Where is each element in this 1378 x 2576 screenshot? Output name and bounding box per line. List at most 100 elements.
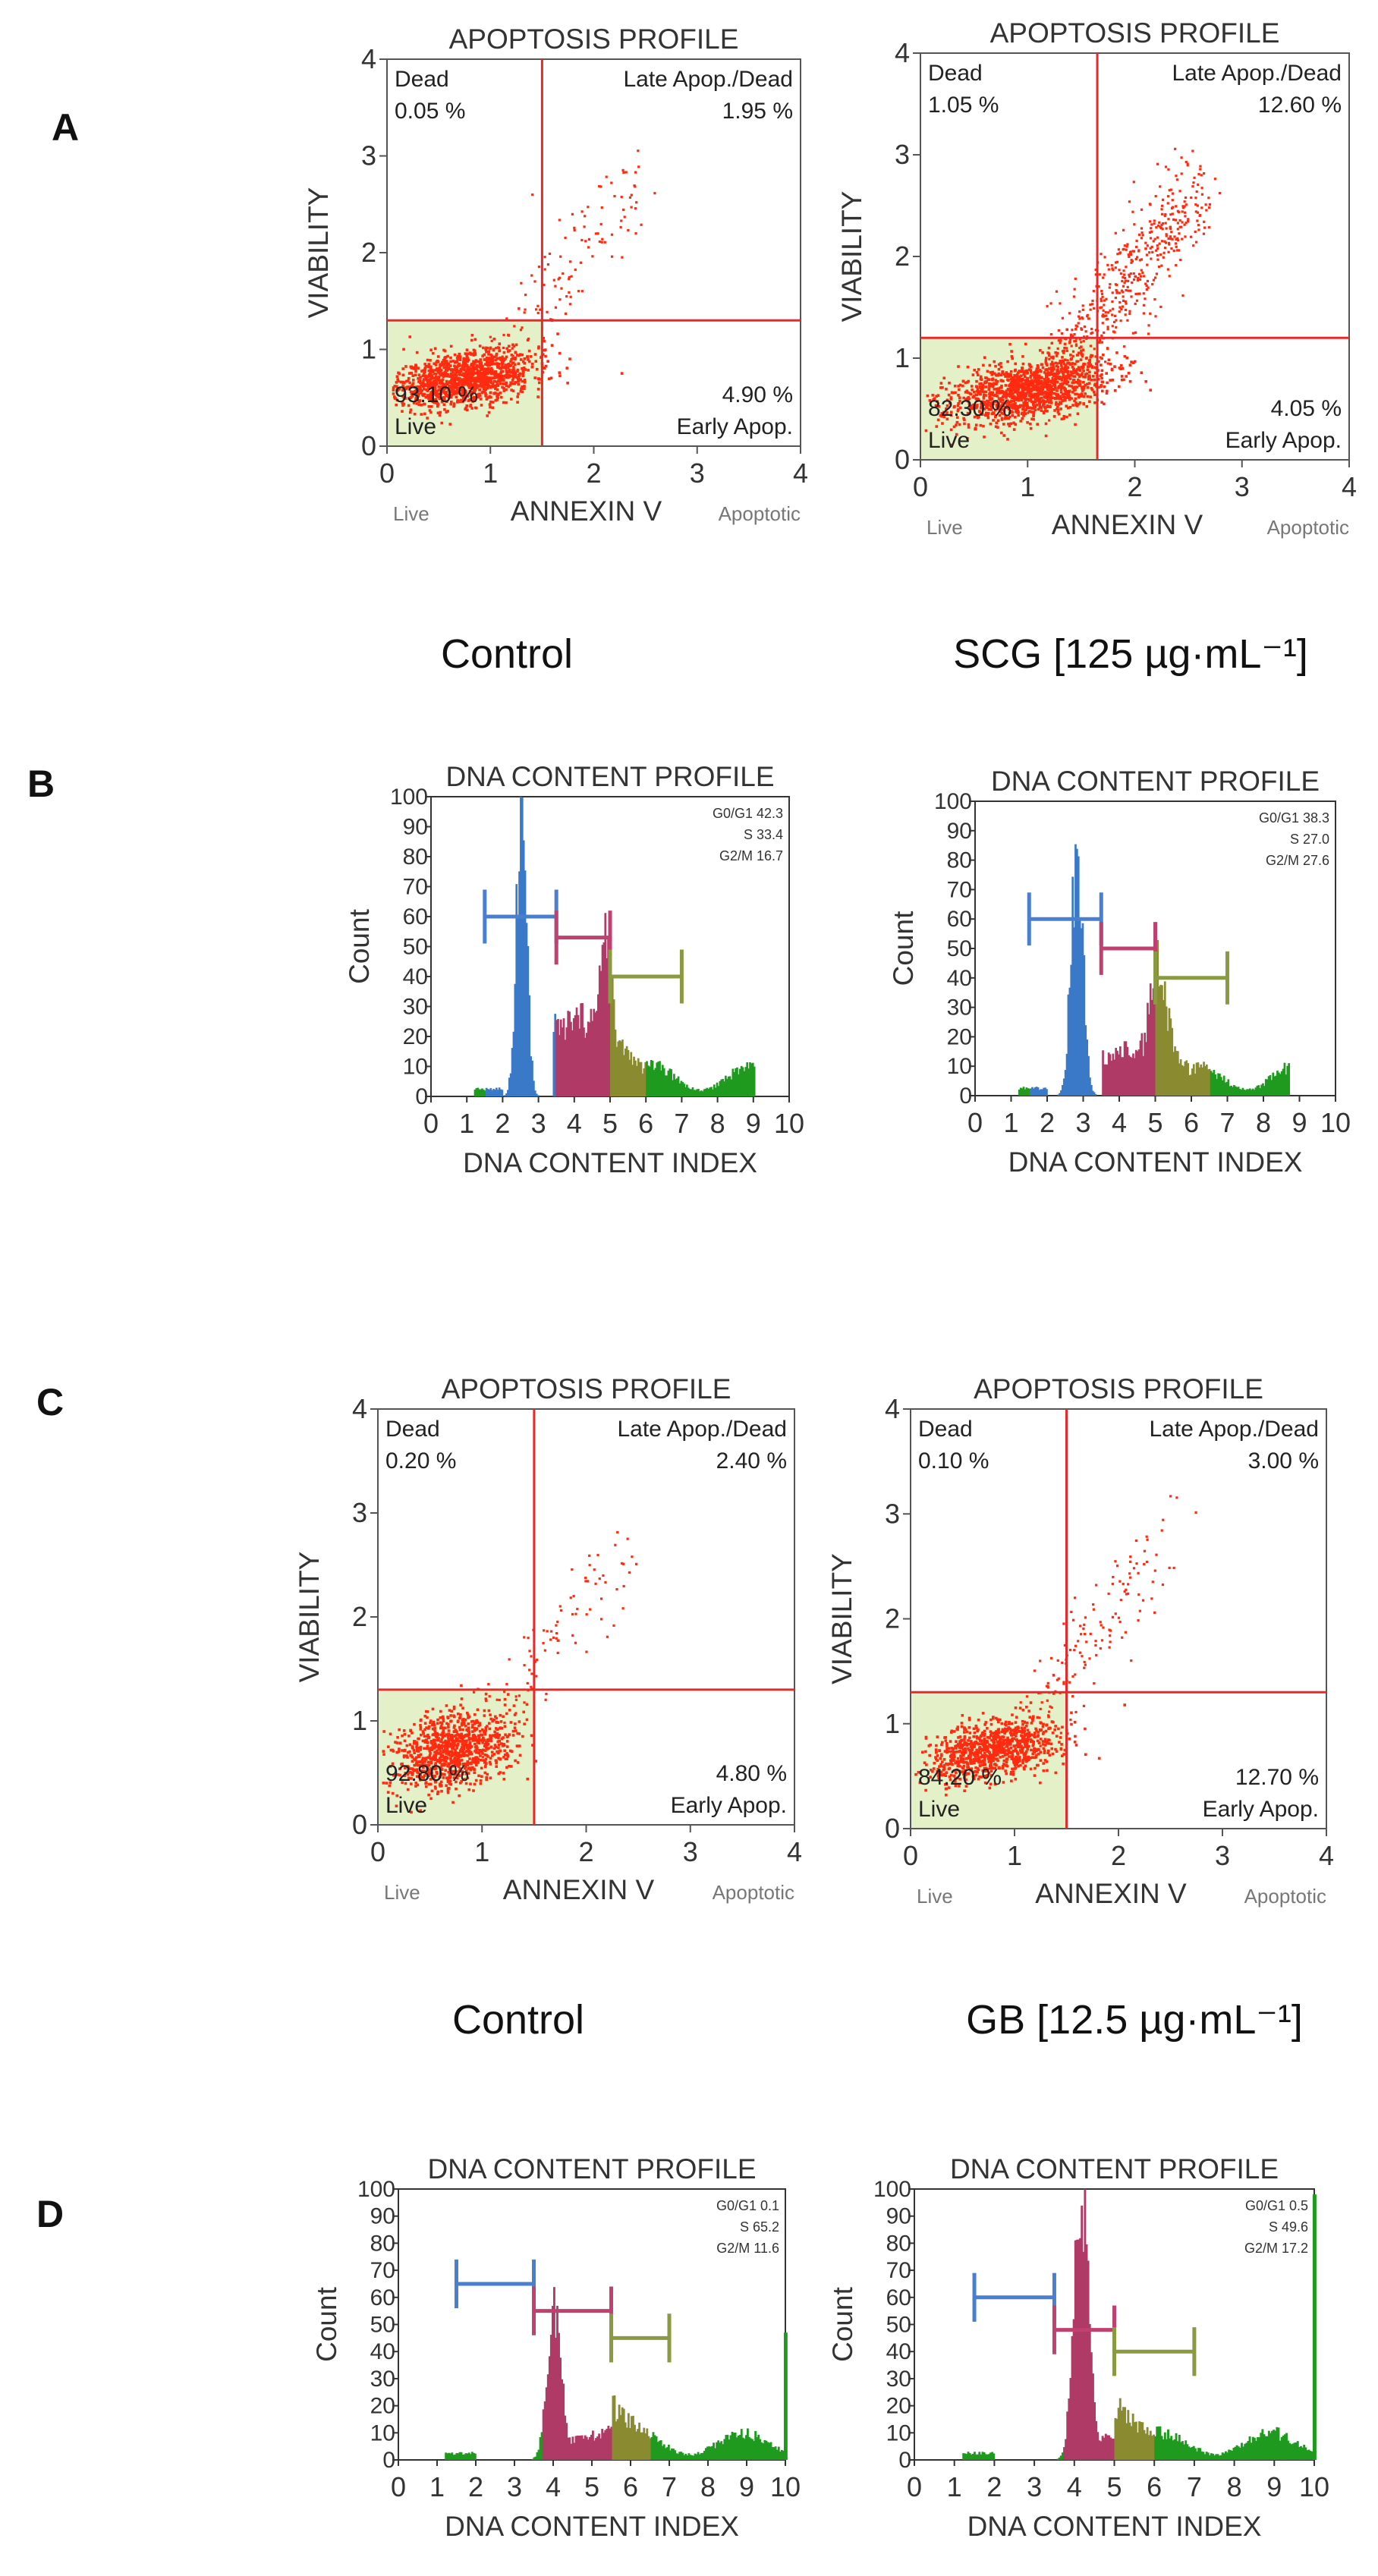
event-dot: [1061, 1725, 1064, 1729]
histogram-bar-s: [577, 1014, 580, 1096]
event-dot: [444, 366, 448, 370]
event-dot: [982, 363, 985, 367]
event-dot: [933, 397, 936, 401]
event-dot: [1114, 296, 1117, 300]
event-dot: [458, 1763, 462, 1766]
event-dot: [1172, 249, 1175, 253]
event-dot: [1059, 376, 1062, 379]
event-dot: [451, 360, 455, 363]
event-dot: [1168, 189, 1171, 192]
event-dot: [482, 346, 485, 350]
event-dot: [411, 374, 415, 377]
event-dot: [1103, 402, 1106, 406]
event-dot: [1055, 354, 1059, 357]
x-tick-label: 5: [602, 1108, 618, 1139]
event-dot: [461, 1738, 464, 1741]
histogram-bar-s: [575, 1007, 578, 1096]
event-dot: [442, 1772, 445, 1776]
event-dot: [1111, 267, 1114, 270]
event-dot: [492, 1747, 496, 1750]
event-dot: [985, 405, 988, 408]
event-dot: [997, 1728, 1000, 1731]
event-dot: [392, 1774, 395, 1777]
event-dot: [974, 423, 978, 426]
histogram-bar-g0g1: [1089, 1077, 1091, 1096]
y-tick-label: 2: [352, 1601, 367, 1632]
event-dot: [505, 374, 508, 378]
event-dot: [1044, 395, 1048, 398]
event-dot: [983, 1739, 986, 1743]
event-dot: [1029, 376, 1032, 379]
event-dot: [574, 1641, 577, 1644]
event-dot: [542, 1642, 545, 1645]
event-dot: [1067, 406, 1070, 410]
histogram-bar-g0g1: [1094, 1094, 1097, 1096]
event-dot: [984, 385, 988, 388]
event-dot: [1149, 247, 1152, 250]
histogram-bar-g2m: [1185, 1060, 1188, 1096]
event-dot: [979, 377, 983, 381]
event-dot: [958, 406, 962, 410]
event-dot: [472, 362, 476, 366]
event-dot: [423, 384, 427, 388]
event-dot: [1026, 386, 1030, 390]
event-dot: [556, 332, 559, 335]
event-dot: [1068, 338, 1072, 341]
event-dot: [621, 1562, 624, 1565]
event-dot: [458, 1774, 461, 1777]
event-dot: [1021, 370, 1024, 373]
histogram-bar-g0g1: [496, 1090, 499, 1096]
histogram-bar-g0g1: [1034, 1087, 1037, 1096]
event-dot: [1056, 394, 1059, 398]
histogram-bar-g2m: [1201, 1067, 1203, 1096]
event-dot: [1109, 363, 1112, 366]
event-dot: [455, 1730, 458, 1734]
histogram-bar-other: [478, 1089, 480, 1096]
histogram-bar-other: [1275, 1075, 1277, 1096]
event-dot: [502, 401, 505, 404]
event-dot: [442, 1762, 445, 1766]
event-dot: [419, 376, 422, 379]
event-dot: [461, 1743, 465, 1747]
event-dot: [416, 1770, 419, 1774]
y-tick-label: 1: [895, 342, 910, 373]
event-dot: [1044, 406, 1047, 410]
event-dot: [1020, 378, 1023, 381]
event-dot: [1156, 247, 1159, 250]
event-dot: [973, 368, 977, 372]
event-dot: [436, 1718, 439, 1722]
event-dot: [463, 1778, 466, 1781]
histogram-bar-other: [696, 1089, 698, 1096]
event-dot: [413, 1722, 416, 1726]
event-dot: [430, 374, 433, 377]
event-dot: [1053, 409, 1056, 412]
event-dot: [419, 1724, 422, 1727]
event-dot: [492, 362, 496, 366]
event-dot: [1144, 247, 1147, 250]
event-dot: [600, 206, 603, 209]
x-tick-label: 5: [1147, 1107, 1162, 1138]
event-dot: [454, 1728, 458, 1731]
histogram-bar-s: [1126, 1046, 1129, 1096]
event-dot: [496, 1750, 500, 1754]
event-dot: [504, 364, 508, 367]
event-dot: [451, 1739, 455, 1742]
event-dot: [486, 377, 489, 381]
event-dot: [1129, 272, 1132, 275]
event-dot: [434, 1752, 438, 1755]
x-axis-label: ANNEXIN V: [503, 1874, 655, 1905]
event-dot: [1094, 329, 1098, 332]
event-dot: [981, 385, 985, 388]
event-dot: [455, 1744, 459, 1747]
event-dot: [1127, 279, 1130, 282]
event-dot: [1074, 392, 1077, 396]
histogram-bar-g2m: [621, 1040, 624, 1096]
event-dot: [1112, 320, 1116, 324]
event-dot: [480, 371, 483, 375]
event-dot: [503, 1754, 507, 1757]
event-dot: [466, 1763, 469, 1767]
event-dot: [467, 399, 470, 402]
event-dot: [1083, 385, 1086, 388]
event-dot: [487, 1738, 490, 1741]
event-dot: [1103, 256, 1106, 259]
